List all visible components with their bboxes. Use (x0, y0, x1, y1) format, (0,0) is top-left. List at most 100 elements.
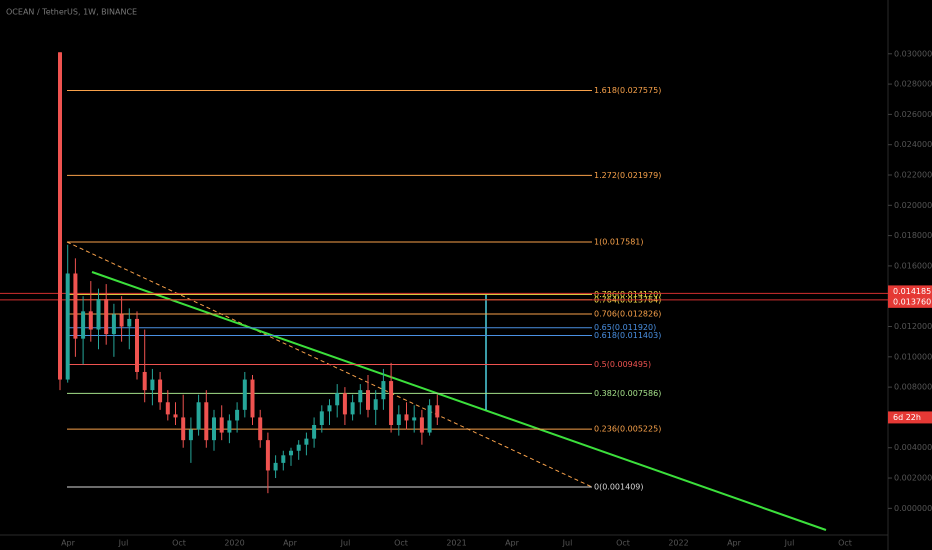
candle-body (419, 417, 424, 433)
candle-body (242, 379, 247, 410)
x-tick-label: 2020 (224, 539, 244, 548)
candle-body (212, 417, 216, 441)
candle-body (188, 429, 193, 441)
y-tick-label: 0.022000 (894, 171, 932, 180)
candle-body (181, 417, 186, 441)
x-tick-label: Apr (727, 539, 742, 548)
y-tick-label: 0.000000 (894, 504, 932, 513)
candle-body (58, 52, 62, 380)
candle-body (111, 314, 116, 335)
x-tick-label: Oct (394, 539, 408, 548)
x-tick-label: 2021 (446, 539, 466, 548)
candle-body (373, 399, 378, 410)
candle-body (350, 402, 355, 415)
y-tick-label: 0.002000 (894, 474, 932, 483)
candle-body (327, 405, 332, 412)
candle-body (289, 450, 293, 456)
candle-body (96, 299, 101, 330)
candle-body (150, 379, 155, 391)
y-tick-label: 0.024000 (894, 140, 932, 149)
y-tick-label: 0.030000 (894, 49, 932, 58)
candle-body (88, 311, 93, 330)
candle-body (219, 417, 224, 433)
candle-body (119, 314, 124, 327)
countdown-tag (888, 411, 932, 424)
fib-label: 0(0.001409) (594, 482, 644, 491)
x-tick-label: Oct (616, 539, 630, 548)
candle-body (173, 414, 178, 418)
x-tick-label: Apr (505, 539, 520, 548)
y-tick-label: 0.018000 (894, 231, 932, 240)
trendline (91, 271, 827, 531)
fib-label: 0.5(0.009495) (594, 360, 651, 369)
fib-label: 0.618(0.011403) (594, 331, 661, 340)
candle-body (427, 405, 432, 433)
candle-body (127, 318, 132, 327)
candle-body (258, 417, 263, 441)
fib-label: 0.706(0.012826) (594, 310, 661, 319)
y-tick-label: 0.020000 (894, 201, 932, 210)
price-tag (888, 285, 932, 298)
x-tick-label: Apr (283, 539, 298, 548)
candle-body (281, 455, 286, 463)
x-tick-label: Jul (562, 539, 573, 548)
candle-body (73, 273, 78, 339)
candle-body (135, 318, 139, 372)
y-tick-label: 0.012000 (894, 322, 932, 331)
fib-label: 1(0.017581) (594, 237, 644, 246)
candle-body (158, 379, 163, 403)
candle-body (273, 462, 278, 471)
x-tick-label: Apr (61, 539, 76, 548)
x-tick-label: Oct (838, 539, 852, 548)
candle-body (65, 273, 70, 380)
candle-body (142, 371, 147, 391)
candle-body (165, 402, 170, 415)
candle-body (227, 420, 232, 433)
price-tag-label: 0.014185 (893, 287, 931, 296)
price-tag (888, 295, 932, 308)
candle-body (381, 381, 386, 400)
candle-body (235, 409, 240, 421)
fib-label: 0.236(0.005225) (594, 425, 661, 434)
fib-label: 1.618(0.027575) (594, 86, 661, 95)
y-tick-label: 0.010000 (894, 352, 932, 361)
candle-body (265, 440, 270, 471)
x-tick-label: Jul (340, 539, 351, 548)
fib-label: 1.272(0.021979) (594, 171, 661, 180)
y-tick-label: 0.008000 (894, 383, 932, 392)
y-tick-label: 0.026000 (894, 110, 932, 119)
candle-body (404, 414, 409, 421)
candle-body (435, 405, 440, 418)
price-tag-label: 0.013760 (893, 297, 931, 306)
candle-body (319, 411, 324, 425)
y-tick-label: 0.004000 (894, 443, 932, 452)
x-tick-label: Jul (784, 539, 795, 548)
fib-label: 0.786(0.014120) (594, 290, 661, 299)
candle-body (366, 390, 370, 410)
x-tick-label: 2022 (668, 539, 688, 548)
candle-body (204, 402, 209, 441)
chart-title: OCEAN / TetherUS, 1W, BINANCE (6, 8, 137, 17)
candle-body (389, 381, 394, 425)
candle-body (412, 417, 417, 421)
x-tick-label: Oct (172, 539, 186, 548)
fib-label: 0.382(0.007586) (594, 389, 661, 398)
candle-body (296, 444, 301, 451)
y-tick-label: 0.016000 (894, 261, 932, 270)
candle-body (250, 379, 255, 418)
candle-body (335, 393, 340, 406)
countdown-label: 6d 22h (893, 413, 921, 422)
candle-body (358, 390, 363, 403)
candle-body (104, 299, 109, 335)
candle-body (304, 438, 309, 445)
candle-body (196, 402, 201, 430)
candle-body (81, 311, 86, 339)
y-tick-label: 0.028000 (894, 80, 932, 89)
candle-body (396, 414, 401, 425)
x-tick-label: Jul (118, 539, 129, 548)
candle-body (342, 393, 347, 415)
fib-label: 0.65(0.011920) (594, 323, 656, 332)
candle-body (312, 425, 317, 439)
